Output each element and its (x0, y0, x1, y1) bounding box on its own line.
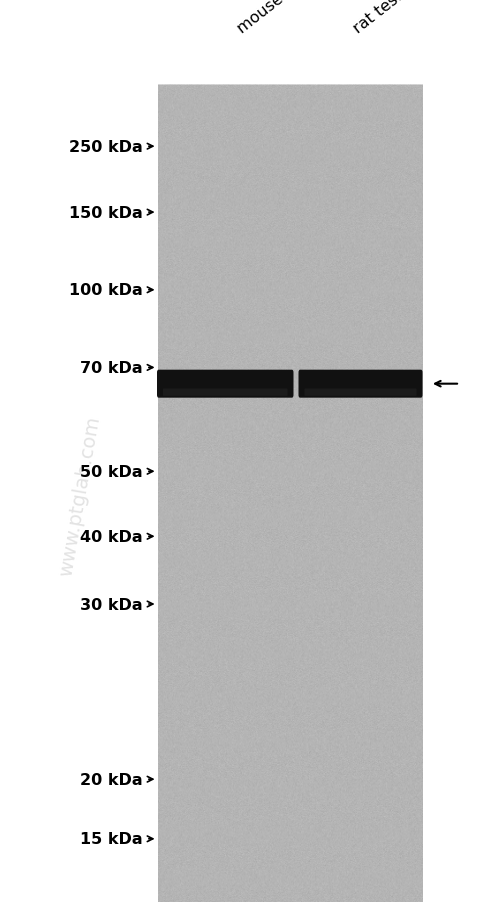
Text: www.ptglab.com: www.ptglab.com (56, 415, 104, 577)
Text: 250 kDa: 250 kDa (69, 140, 142, 154)
FancyBboxPatch shape (157, 370, 294, 399)
Text: 150 kDa: 150 kDa (69, 206, 142, 220)
Text: mouse testis: mouse testis (235, 0, 324, 36)
Text: 30 kDa: 30 kDa (80, 597, 142, 612)
Text: 40 kDa: 40 kDa (80, 529, 142, 544)
Text: 20 kDa: 20 kDa (80, 772, 142, 787)
FancyBboxPatch shape (304, 389, 416, 397)
FancyBboxPatch shape (298, 370, 422, 399)
Text: 15 kDa: 15 kDa (80, 832, 142, 846)
Text: 100 kDa: 100 kDa (69, 283, 142, 298)
Text: 70 kDa: 70 kDa (80, 361, 142, 375)
FancyBboxPatch shape (163, 389, 288, 397)
Text: 50 kDa: 50 kDa (80, 465, 142, 479)
Text: rat testis: rat testis (351, 0, 416, 36)
Bar (158, 86, 422, 902)
